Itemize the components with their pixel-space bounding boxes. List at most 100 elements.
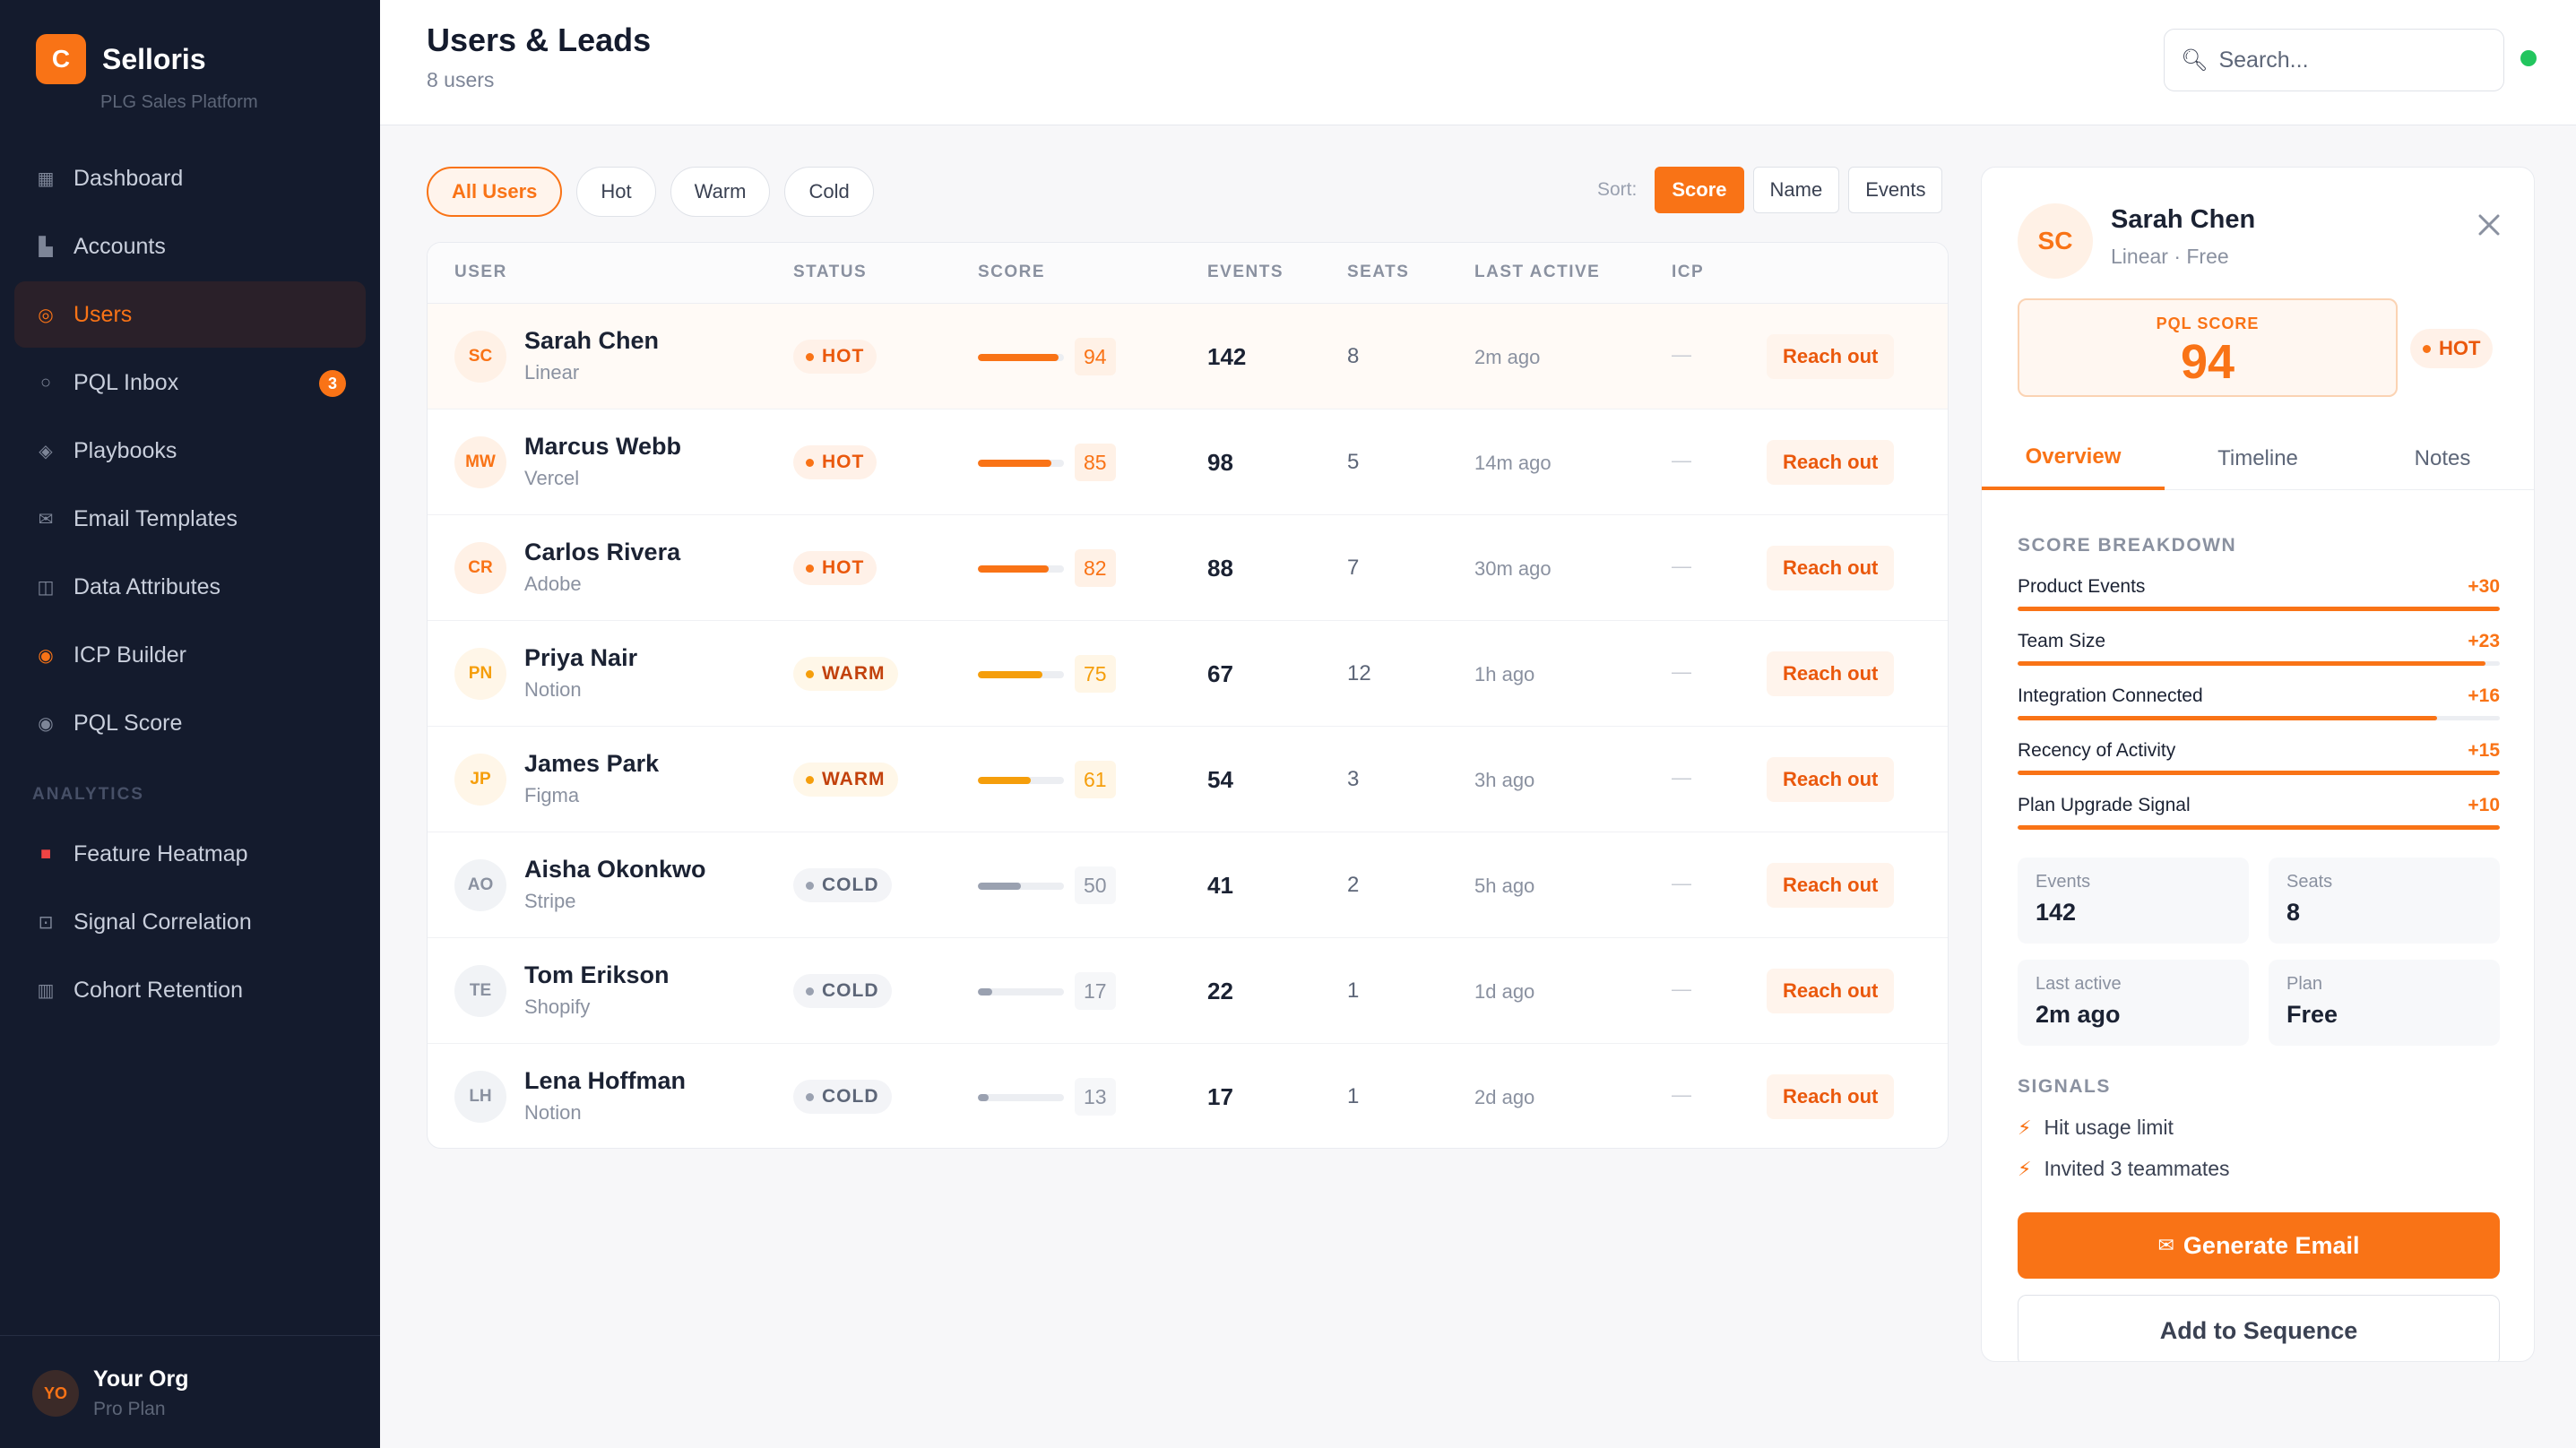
sort-by-score[interactable]: Score: [1655, 167, 1744, 213]
status-badge: COLD: [793, 1080, 892, 1114]
reach-out-button[interactable]: Reach out: [1767, 969, 1895, 1013]
column-header-last-active[interactable]: LAST ACTIVE: [1474, 263, 1601, 281]
table-row[interactable]: MW Marcus Webb Vercel HOT 85 98 5 14m ago — Reach…: [428, 409, 1948, 515]
breakdown-item: Product Events +30: [2018, 576, 2500, 630]
sidebar-item-playbooks[interactable]: ◈ Playbooks: [14, 418, 366, 484]
icp-value: —: [1672, 1083, 1691, 1106]
table-row[interactable]: JP James Park Figma WARM 61 54 3 3h ago — Reach o…: [428, 727, 1948, 832]
column-header-user[interactable]: USER: [454, 263, 507, 281]
reach-out-button[interactable]: Reach out: [1767, 334, 1895, 379]
score-bar: [978, 354, 1064, 361]
score-bar-fill: [978, 1094, 990, 1101]
sidebar-item-dashboard[interactable]: ▦ Dashboard: [14, 145, 366, 211]
sidebar-item-data-attributes[interactable]: ◫ Data Attributes: [14, 554, 366, 620]
table-row[interactable]: CR Carlos Rivera Adobe HOT 82 88 7 30m ago — Reac…: [428, 515, 1948, 621]
sidebar-item-cohort-retention[interactable]: ▥ Cohort Retention: [14, 957, 366, 1023]
tab-timeline[interactable]: Timeline: [2217, 446, 2298, 470]
user-name[interactable]: James Park: [524, 750, 660, 777]
column-header-score[interactable]: SCORE: [978, 263, 1046, 281]
table-row[interactable]: LH Lena Hoffman Notion COLD 13 17 1 2d ago — Reac…: [428, 1044, 1948, 1148]
status-dot: [2423, 344, 2431, 353]
tab-notes[interactable]: Notes: [2414, 446, 2471, 470]
sidebar-item-label: Data Attributes: [73, 573, 220, 599]
reach-out-button[interactable]: Reach out: [1767, 440, 1895, 485]
score-bar-fill: [978, 988, 993, 996]
score-bar-fill: [978, 565, 1049, 573]
tab-overview[interactable]: Overview: [1982, 427, 2165, 490]
last-active: 5h ago: [1474, 875, 1535, 897]
sidebar-item-pql-score[interactable]: ◉ PQL Score: [14, 690, 366, 756]
user-name[interactable]: Marcus Webb: [524, 433, 682, 460]
events-count: 17: [1207, 1083, 1233, 1110]
search-box[interactable]: 🔍︎: [2164, 29, 2504, 91]
page-header: Users & Leads 8 users 🔍︎: [380, 0, 2576, 125]
reach-out-button[interactable]: Reach out: [1767, 651, 1895, 696]
filter-warm[interactable]: Warm: [670, 167, 771, 217]
column-header-seats[interactable]: SEATS: [1347, 263, 1410, 281]
status-dot: [806, 987, 814, 996]
breakdown-bar-fill: [2018, 771, 2500, 775]
breakdown-bar: [2018, 825, 2500, 830]
sidebar-item-icp-builder[interactable]: ◉ ICP Builder: [14, 622, 366, 688]
column-header-icp[interactable]: ICP: [1672, 263, 1705, 281]
generate-email-button[interactable]: ✉ Generate Email: [2018, 1212, 2500, 1279]
close-panel-button[interactable]: [2471, 207, 2507, 243]
user-name[interactable]: Tom Erikson: [524, 961, 670, 988]
avatar: MW: [454, 436, 506, 488]
table-row[interactable]: AO Aisha Okonkwo Stripe COLD 50 41 2 5h ago — Rea…: [428, 832, 1948, 938]
breakdown-item: Integration Connected +16: [2018, 685, 2500, 739]
reach-out-button[interactable]: Reach out: [1767, 546, 1895, 590]
stat-events: Events 142: [2018, 858, 2249, 944]
table-row[interactable]: SC Sarah Chen Linear HOT 94 142 8 2m ago — Reach …: [428, 304, 1948, 409]
reach-out-button[interactable]: Reach out: [1767, 863, 1895, 908]
table-row[interactable]: TE Tom Erikson Shopify COLD 17 22 1 1d ago — Reac…: [428, 938, 1948, 1044]
search-input[interactable]: [2218, 47, 2488, 73]
user-company: Notion: [524, 678, 582, 701]
breakdown-value: +16: [2468, 685, 2500, 706]
breakdown-label: Team Size: [2018, 631, 2106, 651]
sidebar-item-label: PQL Score: [73, 710, 183, 736]
stat-label: Last active: [2036, 974, 2122, 994]
sidebar-item-accounts[interactable]: ▙ Accounts: [14, 213, 366, 280]
sidebar-item-signal-correlation[interactable]: ⊡ Signal Correlation: [14, 889, 366, 955]
org-plan: Pro Plan: [93, 1399, 166, 1419]
sidebar-item-email-templates[interactable]: ✉ Email Templates: [14, 486, 366, 552]
filter-cold[interactable]: Cold: [784, 167, 874, 217]
user-name[interactable]: Aisha Okonkwo: [524, 856, 706, 883]
user-name[interactable]: Carlos Rivera: [524, 539, 681, 565]
brand[interactable]: C Selloris: [36, 34, 206, 84]
add-to-sequence-button[interactable]: Add to Sequence: [2018, 1295, 2500, 1361]
column-header-events[interactable]: EVENTS: [1207, 263, 1284, 281]
status-badge: HOT: [793, 445, 877, 479]
filter-all-users[interactable]: All Users: [427, 167, 563, 217]
table-row[interactable]: PN Priya Nair Notion WARM 75 67 12 1h ago — Reach…: [428, 621, 1948, 727]
signal-label: Hit usage limit: [2044, 1116, 2174, 1139]
brand-logo: C: [36, 34, 86, 84]
events-count: 67: [1207, 660, 1233, 687]
breakdown-label: Integration Connected: [2018, 685, 2203, 706]
sort-by-events[interactable]: Events: [1848, 167, 1943, 213]
user-name[interactable]: Priya Nair: [524, 644, 638, 671]
stat-value: 2m ago: [2036, 1001, 2121, 1028]
stat-label: Seats: [2286, 872, 2333, 892]
reach-out-button[interactable]: Reach out: [1767, 1074, 1895, 1119]
avatar: AO: [454, 859, 506, 911]
user-name[interactable]: Sarah Chen: [524, 327, 660, 354]
sidebar-item-users[interactable]: ◎ Users: [14, 281, 366, 348]
seats-count: 3: [1347, 767, 1360, 791]
org-switcher[interactable]: YO Your Org Pro Plan: [0, 1335, 380, 1448]
score-bar-fill: [978, 671, 1042, 678]
score-value: 75: [1075, 655, 1116, 693]
user-company: Notion: [524, 1101, 582, 1124]
pql-score-card: PQL SCORE 94: [2018, 298, 2398, 397]
user-name[interactable]: Lena Hoffman: [524, 1067, 687, 1094]
column-header-status[interactable]: STATUS: [793, 263, 868, 281]
reach-out-button[interactable]: Reach out: [1767, 757, 1895, 802]
sidebar-item-pql-inbox[interactable]: ○ PQL Inbox 3: [14, 349, 366, 416]
sidebar-item-feature-heatmap[interactable]: ■ Feature Heatmap: [14, 821, 366, 887]
filter-hot[interactable]: Hot: [576, 167, 656, 217]
status-badge: COLD: [793, 868, 892, 902]
status-label: COLD: [822, 875, 879, 895]
sort-by-name[interactable]: Name: [1752, 167, 1840, 213]
seats-count: 5: [1347, 450, 1360, 474]
